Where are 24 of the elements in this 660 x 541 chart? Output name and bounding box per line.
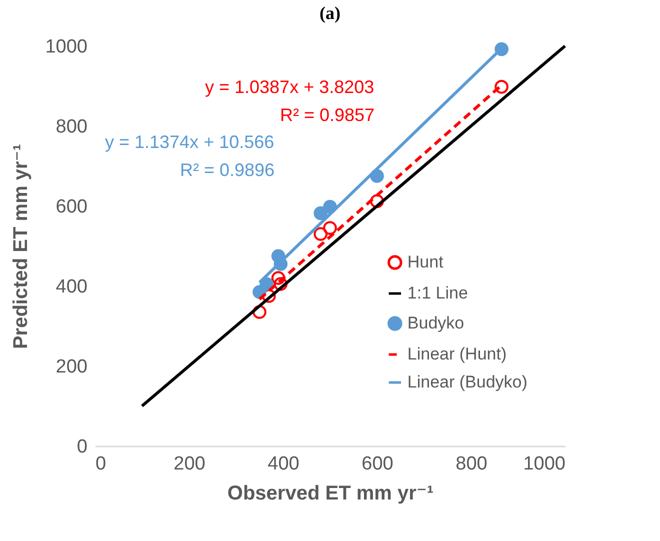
x-tick-label: 0 [96, 454, 106, 474]
x-tick-label: 1000 [523, 454, 566, 474]
legend-label: Linear (Hunt) [407, 344, 507, 364]
legend-label: Budyko [407, 314, 464, 332]
annotation: R² = 0.9857 [280, 105, 375, 125]
annotation: y = 1.0387x + 3.8203 [205, 77, 374, 97]
y-axis-title: Predicted ET mm yr⁻¹ [10, 144, 32, 350]
x-tick-label: 800 [456, 454, 488, 474]
chart-title: (a) [320, 3, 340, 23]
legend-label: Hunt [407, 252, 444, 272]
y-tick-label: 0 [76, 436, 88, 458]
y-tick-label: 200 [56, 356, 88, 378]
x-axis-title: Observed ET mm yr⁻¹ [227, 482, 434, 504]
y-tick-label: 800 [56, 116, 88, 138]
y-tick-label: 600 [56, 196, 88, 218]
legend-label: 1:1 Line [407, 284, 468, 302]
x-tick-label: 600 [362, 454, 394, 474]
y-tick-label: 1000 [45, 36, 88, 58]
x-tick-label: 200 [174, 454, 206, 474]
annotation: R² = 0.9896 [180, 160, 275, 180]
legend-label: Linear (Budyko) [407, 372, 528, 392]
y-tick-label: 400 [56, 276, 88, 298]
x-tick-label: 400 [268, 454, 300, 474]
annotation: y = 1.1374x + 10.566 [105, 132, 274, 152]
